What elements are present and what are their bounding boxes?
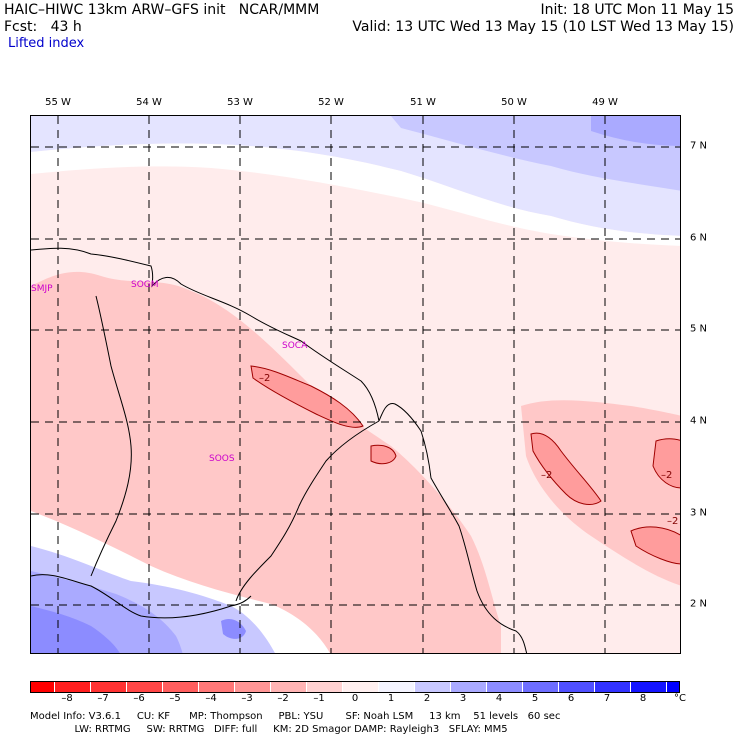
field-south-blue-dark [31, 606, 120, 653]
contour-minus2-patch-c [530, 432, 602, 505]
lon-label-54w: 54 W [136, 97, 162, 108]
lon-label-51w: 51 W [410, 97, 436, 108]
contour-minus2-patch-e [630, 526, 680, 565]
colorbar-cell [378, 681, 414, 693]
header-valid-time: Valid: 13 UTC Wed 13 May 15 (10 LST Wed … [352, 19, 734, 35]
lon-label-53w: 53 W [227, 97, 253, 108]
lat-label-5n: 5 N [690, 323, 708, 335]
field-name: Lifted index [8, 36, 85, 51]
colorbar-cell [126, 681, 162, 693]
colorbar-cell [54, 681, 90, 693]
colorbar-tick: –1 [313, 693, 325, 704]
header-forecast-hour: Fcst: 43 h [4, 19, 82, 35]
colorbar-cell [486, 681, 522, 693]
colorbar-cell [234, 681, 270, 693]
colorbar-cell [198, 681, 234, 693]
footer-model-info: Model Info: V3.6.1 CU: KF MP: Thompson P… [30, 711, 561, 722]
colorbar-tick: 6 [567, 693, 575, 704]
colorbar-tick: 5 [531, 693, 539, 704]
colorbar-cell [522, 681, 558, 693]
map-canvas [31, 116, 680, 653]
border-guyane-suriname [235, 420, 380, 602]
field-white-band [31, 143, 680, 246]
border-brazil [31, 574, 252, 619]
colorbar-tick: 2 [423, 693, 431, 704]
colorbar-unit: °C [674, 693, 686, 704]
colorbar-tick: –3 [241, 693, 253, 704]
colorbar-tick: 3 [459, 693, 467, 704]
contour-minus2-patch-b [370, 444, 397, 465]
field-north-blue-dark [591, 116, 680, 146]
lon-label-49w: 49 W [592, 97, 618, 108]
lat-label-6n: 6 N [690, 232, 708, 244]
colorbar-cell [666, 681, 680, 693]
station-label-sogm: SOGM [131, 280, 159, 290]
colorbar-tick: 7 [603, 693, 611, 704]
contour-label: –2 [259, 373, 271, 384]
lat-label-2n: 2 N [690, 598, 708, 610]
colorbar-tick: 8 [639, 693, 647, 704]
footer-physics-info: LW: RRTMG SW: RRTMG DIFF: full KM: 2D Sm… [30, 724, 508, 735]
colorbar-tick: –2 [277, 693, 289, 704]
coastline-north [31, 247, 380, 422]
colorbar-cell [558, 681, 594, 693]
colorbar-cell [90, 681, 126, 693]
header-model-title: HAIC–HIWC 13km ARW–GFS init NCAR/MMM [4, 2, 320, 18]
lifted-index-map: –2 –2 –2 –2 SMJP SOGM SOCA SOOS [30, 115, 681, 654]
colorbar-cell [270, 681, 306, 693]
station-label-smjp: SMJP [31, 284, 53, 294]
station-label-soca: SOCA [282, 341, 308, 351]
colorbar-cell [342, 681, 378, 693]
contour-minus2-patch-a [250, 365, 364, 428]
colorbar-cell [630, 681, 666, 693]
colorbar-tick: –7 [97, 693, 109, 704]
border-suriname-guyana [90, 295, 132, 577]
colorbar-cell [594, 681, 630, 693]
lon-label-52w: 52 W [318, 97, 344, 108]
coastline-east [378, 402, 528, 653]
lat-label-3n: 3 N [690, 507, 708, 519]
colorbar-cell [306, 681, 342, 693]
lon-label-55w: 55 W [45, 97, 71, 108]
colorbar-tick: –4 [205, 693, 217, 704]
contour-label: –2 [661, 470, 673, 481]
colorbar-tick: –5 [169, 693, 181, 704]
lat-label-7n: 7 N [690, 140, 708, 152]
station-label-soos: SOOS [209, 454, 235, 464]
colorbar-tick: –8 [61, 693, 73, 704]
colorbar-cell [414, 681, 450, 693]
contour-label: –2 [667, 516, 679, 527]
colorbar-tick: 0 [351, 693, 359, 704]
colorbar-frame [30, 681, 680, 693]
lon-label-50w: 50 W [501, 97, 527, 108]
header-init-time: Init: 18 UTC Mon 11 May 15 [540, 2, 734, 18]
colorbar-tick: 1 [387, 693, 395, 704]
graticule [31, 116, 680, 653]
colorbar-cell [162, 681, 198, 693]
lat-label-4n: 4 N [690, 415, 708, 427]
contour-label: –2 [541, 470, 553, 481]
colorbar-tick: –6 [133, 693, 145, 704]
contour-minus2-patch-d [652, 438, 680, 489]
colorbar-tick: 4 [495, 693, 503, 704]
colorbar-cell [450, 681, 486, 693]
